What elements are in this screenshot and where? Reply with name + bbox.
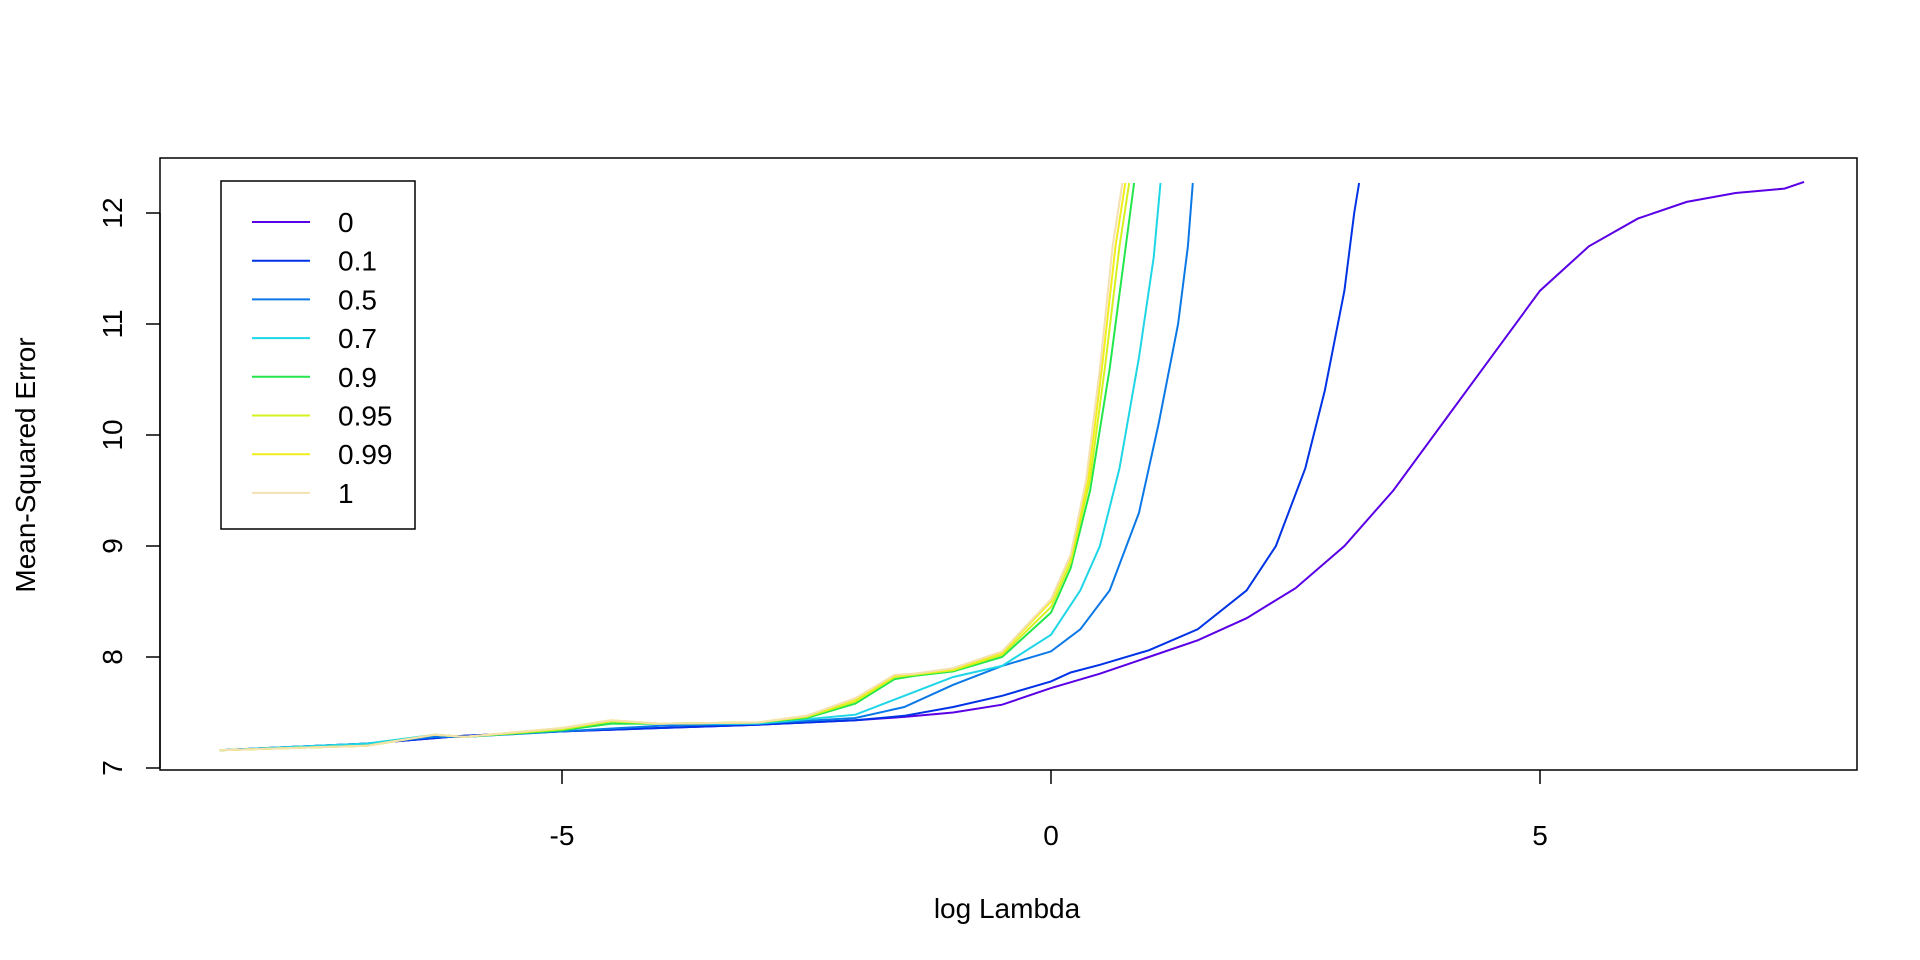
legend-label-0.1: 0.1	[338, 246, 377, 277]
y-tick-label: 12	[97, 197, 128, 228]
legend-label-1: 1	[338, 478, 354, 509]
y-axis: 7 8 9 10 11 12	[97, 197, 161, 776]
y-axis-label: Mean-Squared Error	[10, 337, 41, 592]
y-tick-label: 7	[97, 760, 128, 776]
legend-label-0.5: 0.5	[338, 284, 377, 315]
x-axis-label: log Lambda	[934, 893, 1081, 924]
series-line-0	[219, 180, 1805, 752]
y-tick-label: 11	[97, 309, 128, 338]
legend-label-0.99: 0.99	[338, 439, 393, 470]
x-tick-label: -5	[550, 820, 575, 851]
legend-box	[220, 180, 416, 530]
series-line-1	[219, 182, 1124, 752]
x-tick-label: 5	[1532, 820, 1548, 851]
legend-label-0.9: 0.9	[338, 362, 377, 393]
y-tick-label: 10	[97, 419, 128, 450]
legend-label-0.95: 0.95	[338, 401, 393, 432]
legend-label-0.7: 0.7	[338, 323, 377, 354]
y-tick-label: 8	[97, 649, 128, 665]
series-layer	[219, 180, 1805, 752]
legend-label-0: 0	[338, 207, 354, 238]
y-tick-label: 9	[97, 538, 128, 554]
legend: 0 0.1 0.5 0.7 0.9 0.95 0.99 1	[220, 180, 416, 530]
x-tick-label: 0	[1043, 820, 1059, 851]
series-line-0.1	[219, 182, 1361, 752]
x-axis: -5 0 5	[550, 770, 1548, 851]
